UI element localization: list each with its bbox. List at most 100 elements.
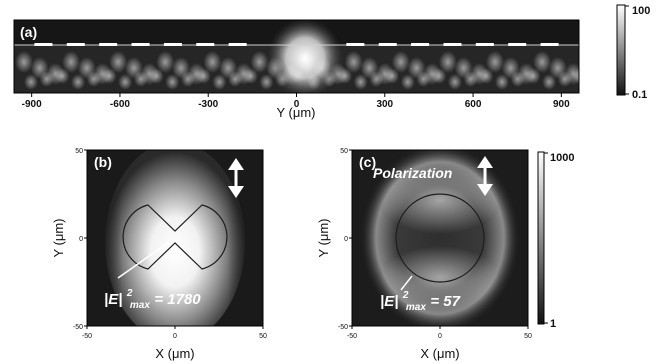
panel-b-annotation-main: |E| (104, 291, 122, 308)
panel-a-notch (540, 43, 559, 46)
panel-a-notch (163, 43, 182, 46)
panel-c-bottom-glow (380, 246, 500, 310)
panel-a-speckle (212, 74, 227, 90)
panel-a-speckle (385, 68, 400, 84)
panel-a-speckle (203, 51, 222, 73)
panel-c-y-tick-label: 0 (344, 236, 348, 243)
panel-a-notch (411, 43, 430, 46)
panel-a-speckle (526, 68, 541, 84)
panel-c-label: (c) (359, 154, 376, 170)
panel-a-x-tick-label: 600 (465, 99, 482, 110)
panel-c-y-tick-label: -50 (338, 324, 348, 331)
panel-c-top-glow (380, 166, 500, 234)
panel-b-bowtie-outline (122, 204, 228, 270)
panel-a-speckle (432, 68, 447, 84)
panel-a-notch (34, 43, 53, 46)
panel-a-speckle (24, 74, 38, 90)
panel-b-x-tick-label: 50 (259, 333, 267, 340)
panel-a: (a) -900 -600 -300 0 300 600 900 Y (μm) (13, 19, 580, 120)
panel-b-annotation-sub: max (130, 300, 150, 311)
colorbar-bottom-min-label: 1 (550, 318, 556, 330)
panel-a-speckle (447, 74, 462, 90)
panel-a-speckle (15, 51, 33, 73)
panel-c: |E| 2 max = 57 Polarization (c) -50 0 50 50… (316, 148, 532, 361)
panel-c-disk-outline (395, 193, 485, 283)
panel-c-polarization-label: Polarization (373, 165, 452, 181)
panel-c-annotation-main: |E| (380, 293, 398, 310)
panel-c-annotation: |E| 2 max = 57 (380, 285, 461, 314)
panel-a-x-tick-label: -900 (22, 99, 42, 110)
panel-a-notch (131, 43, 150, 46)
panel-a-speckle (573, 68, 579, 84)
panel-a-speckle (391, 51, 410, 73)
panel-a-notch (508, 43, 527, 46)
panel-a-speckle (479, 68, 494, 84)
panel-a-x-axis: -900 -600 -300 0 300 600 900 (22, 93, 570, 110)
panel-b-annotation: |E| 2 max = 1780 (104, 283, 201, 312)
panel-a-speckle (338, 68, 352, 84)
panel-b-x-tick-label: 0 (173, 333, 177, 340)
panel-b-side-fade (87, 150, 263, 326)
panel-c-x-title: X (μm) (420, 346, 459, 361)
panel-c-annotation-sup: 2 (402, 290, 409, 301)
panel-a-speckle (495, 74, 509, 90)
panel-a-notch (196, 43, 215, 46)
panel-b-annotation-leader (117, 239, 173, 279)
panel-a-speckle (438, 51, 457, 73)
panel-c-x-tick-label: 0 (438, 333, 442, 340)
panel-a-x-tick-label: 0 (294, 99, 300, 110)
panel-a-speckle (259, 74, 274, 90)
panel-a-label: (a) (20, 24, 37, 40)
panel-a-speckle (533, 51, 552, 73)
panel-b-polarization-arrow-icon (228, 158, 244, 198)
panel-b-annotation-sup: 2 (126, 288, 133, 299)
colorbar-top-max-label: 100 (632, 5, 650, 17)
panel-a-speckle (62, 51, 81, 73)
panel-a-notch (475, 43, 494, 46)
panel-b-x-tick-label: -50 (82, 333, 92, 340)
panel-a-speckle (55, 68, 70, 84)
panel-c-x-tick-label: -50 (347, 333, 357, 340)
colorbar-top-min-label: 0.1 (632, 89, 647, 101)
panel-b-x-title: X (μm) (155, 346, 194, 361)
panel-a-x-tick-label: -600 (110, 99, 130, 110)
panel-a-speckle (109, 51, 128, 73)
panel-a-speckle (102, 68, 117, 84)
panel-a-speckle (400, 74, 415, 90)
panel-a-x-title: Y (μm) (276, 105, 315, 120)
panel-b: |E| 2 max = 1780 (b) -50 0 50 50 0 -50 X (μm)… (51, 148, 267, 361)
panel-c-axes: -50 0 50 50 0 -50 (338, 148, 532, 340)
panel-b-label: (b) (94, 154, 112, 170)
panel-a-notches (34, 43, 559, 46)
panel-a-x-tick-label: 900 (553, 99, 570, 110)
colorbar-bottom-max-label: 1000 (550, 152, 574, 164)
panel-b-y-title: Y (μm) (51, 218, 66, 257)
panel-c-y-tick-label: 50 (340, 148, 348, 155)
colorbar-bottom: 1000 1 (537, 151, 574, 330)
panel-a-notch (228, 43, 247, 46)
panel-a-speckle (486, 51, 504, 73)
panel-a-speckle (71, 74, 86, 90)
colorbar-bottom-bar (537, 151, 545, 325)
panel-a-speckle (243, 68, 258, 84)
panel-a-speckle (118, 74, 133, 90)
panel-b-annotation-value: = 1780 (154, 291, 201, 308)
panel-a-notch (346, 43, 365, 46)
panel-a-speckle (149, 68, 164, 84)
panel-a-speckle (344, 51, 363, 73)
panel-b-y-tick-label: -50 (73, 324, 83, 331)
panel-c-x-tick-label: 50 (524, 333, 532, 340)
panel-c-annotation-sub: max (406, 302, 426, 313)
panel-a-x-tick-label: -300 (198, 99, 218, 110)
colorbar-top: 100 0.1 (616, 4, 650, 101)
panel-a-speckle (156, 51, 175, 73)
panel-c-polarization-arrow-icon (477, 156, 493, 196)
panel-a-speckle (542, 74, 557, 90)
panel-a-notch (66, 43, 85, 46)
panel-a-notch (443, 43, 462, 46)
panel-a-speckle (564, 63, 579, 85)
panel-a-center-spot (267, 20, 343, 93)
panel-a-speckle (250, 51, 269, 73)
panel-a-speckle (165, 74, 180, 90)
